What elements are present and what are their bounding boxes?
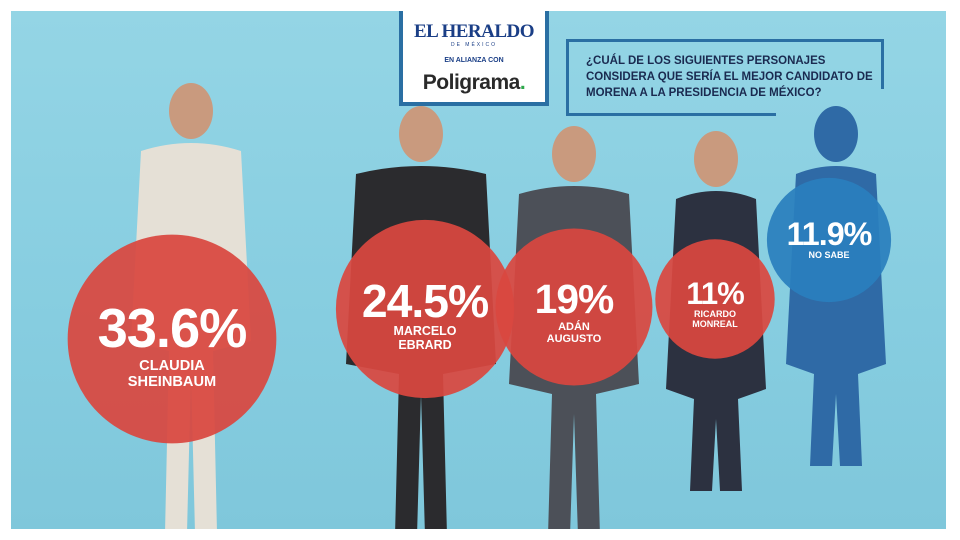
partner-logo: Poligrama. [403, 71, 545, 95]
publisher-subtitle: DE MÉXICO [450, 42, 498, 48]
chart-stage [67, 83, 892, 529]
infographic-panel: 33.6% CLAUDIA SHEINBAUM 24.5% MARCELO EBRAR… [11, 11, 946, 529]
bubble-value-label: 11.9% [786, 215, 873, 252]
bubble-2 [335, 219, 515, 399]
partner-name: Poligrama [422, 71, 521, 94]
question-frame-left [566, 39, 569, 115]
bubble-value-label: 19% [534, 276, 615, 323]
bubble-3 [495, 228, 653, 386]
person-unknown-head [814, 106, 858, 162]
bubble-name-label: MARCELO EBRARD [393, 324, 457, 352]
bubble-name-label: ADÁN AUGUSTO [546, 321, 602, 346]
person-ricardo-head [694, 131, 738, 187]
bubble-value-label: 33.6% [97, 299, 248, 360]
bubble-4 [655, 239, 775, 359]
bubble-name-label: CLAUDIA SHEINBAUM [127, 357, 217, 391]
partner-dot: . [519, 71, 526, 94]
alliance-label: EN ALIANZA CON [444, 57, 504, 64]
bubble-name-label: RICARDO MONREAL [692, 308, 738, 329]
bubble-marks [67, 177, 892, 444]
bubble-value-label: 11% [686, 275, 744, 311]
publisher-logo: EL HERALDO DE MÉXICO EN ALIANZA CON Poli… [399, 11, 549, 106]
bubble-value-label: 24.5% [361, 275, 489, 328]
question-frame-bottom [566, 113, 776, 116]
person-claudia-head [169, 83, 213, 139]
question-frame-top [566, 39, 884, 42]
person-marcelo-head [399, 106, 443, 162]
person-adan-head [552, 126, 596, 182]
bubble-5 [766, 177, 892, 303]
publisher-name: EL HERALDO [413, 21, 535, 42]
bubble-name-label: NO SABE [808, 250, 850, 261]
bubble-1 [67, 234, 277, 444]
survey-question: ¿CUÁL DE LOS SIGUIENTES PERSONAJES CONSI… [586, 55, 873, 99]
question-frame-right [881, 39, 884, 89]
question-box: ¿CUÁL DE LOS SIGUIENTES PERSONAJES CONSI… [566, 39, 886, 117]
